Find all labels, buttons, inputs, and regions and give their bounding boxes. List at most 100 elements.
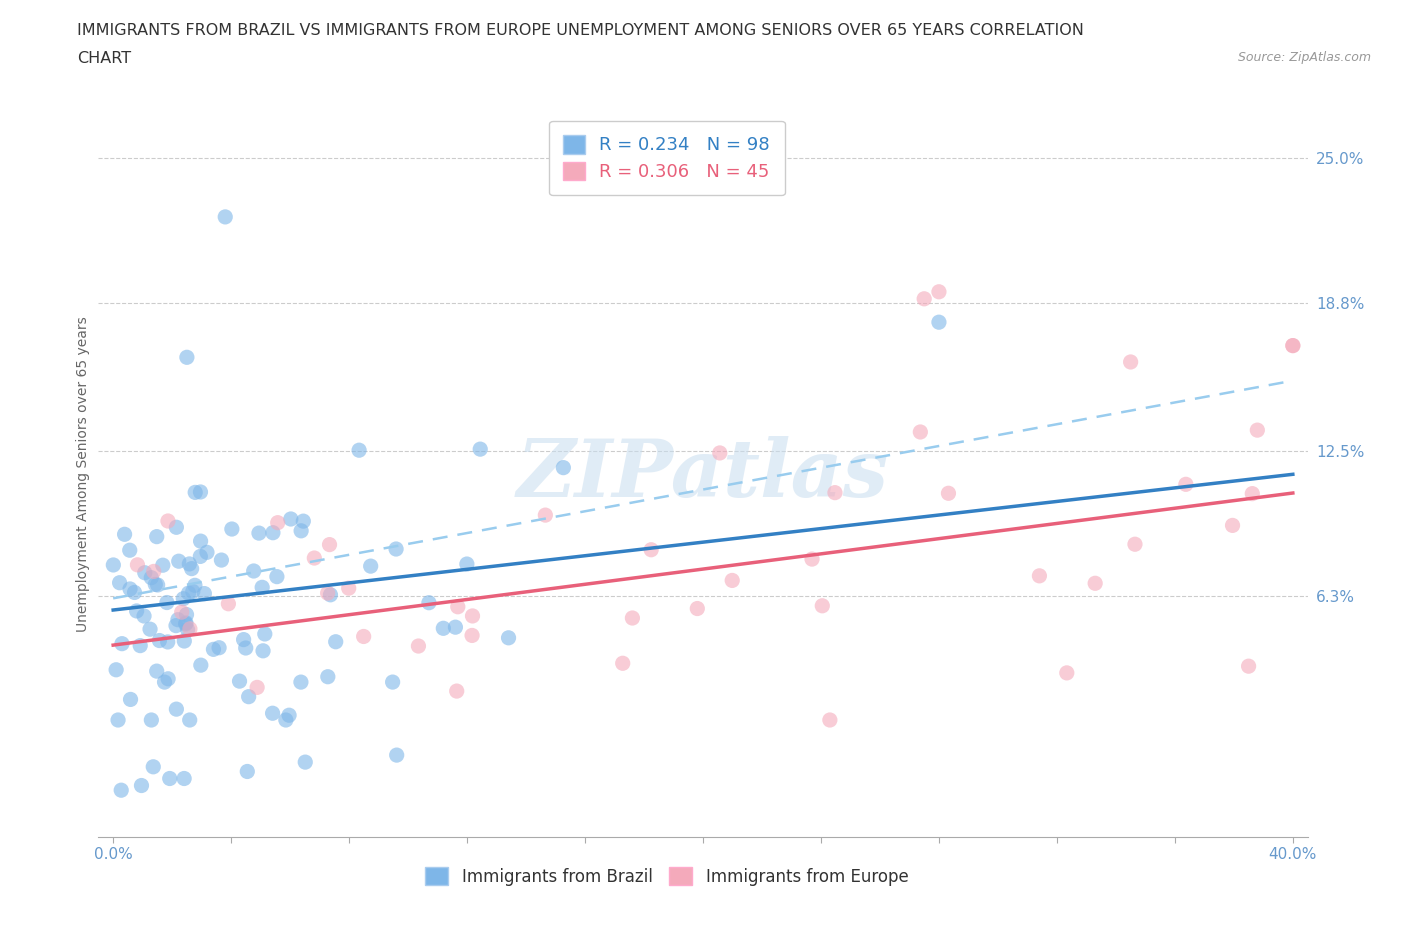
Point xyxy=(170,604,193,619)
Point xyxy=(252,644,274,658)
Point xyxy=(214,209,236,224)
Point xyxy=(294,754,316,769)
Point xyxy=(290,524,312,538)
Point xyxy=(181,584,204,599)
Point xyxy=(278,708,301,723)
Point xyxy=(1123,537,1146,551)
Point xyxy=(103,557,125,572)
Point xyxy=(110,783,132,798)
Point xyxy=(621,611,644,626)
Point xyxy=(360,559,382,574)
Point xyxy=(190,485,212,499)
Point xyxy=(131,778,153,793)
Point xyxy=(176,622,198,637)
Point xyxy=(153,674,176,689)
Point xyxy=(177,586,200,601)
Point xyxy=(209,552,232,567)
Point xyxy=(811,598,834,613)
Point xyxy=(235,641,257,656)
Point xyxy=(253,627,276,642)
Point xyxy=(250,580,273,595)
Point xyxy=(156,634,179,649)
Point xyxy=(928,314,950,329)
Point xyxy=(262,706,284,721)
Point xyxy=(114,527,136,542)
Point xyxy=(132,608,155,623)
Point xyxy=(142,564,165,578)
Point xyxy=(534,508,557,523)
Point xyxy=(148,633,170,648)
Point xyxy=(141,712,163,727)
Point xyxy=(193,586,215,601)
Point xyxy=(292,513,315,528)
Point xyxy=(142,760,165,775)
Point xyxy=(319,588,342,603)
Point xyxy=(456,557,478,572)
Point xyxy=(107,712,129,727)
Point xyxy=(129,638,152,653)
Point xyxy=(1174,477,1197,492)
Point xyxy=(238,689,260,704)
Point xyxy=(709,445,731,460)
Point xyxy=(165,702,187,717)
Point xyxy=(190,658,212,672)
Point xyxy=(184,578,207,592)
Point xyxy=(640,542,662,557)
Point xyxy=(686,601,709,616)
Point xyxy=(461,628,484,643)
Point xyxy=(157,671,180,686)
Point xyxy=(173,771,195,786)
Text: IMMIGRANTS FROM BRAZIL VS IMMIGRANTS FROM EUROPE UNEMPLOYMENT AMONG SENIORS OVER: IMMIGRANTS FROM BRAZIL VS IMMIGRANTS FRO… xyxy=(77,23,1084,38)
Point xyxy=(316,586,339,601)
Point xyxy=(353,629,375,644)
Point xyxy=(156,513,179,528)
Point xyxy=(174,616,197,631)
Text: CHART: CHART xyxy=(77,51,131,66)
Point xyxy=(910,424,932,439)
Point xyxy=(325,634,347,649)
Point xyxy=(217,596,239,611)
Point xyxy=(180,561,202,576)
Point xyxy=(1028,568,1050,583)
Point xyxy=(266,569,288,584)
Point xyxy=(274,712,297,727)
Point xyxy=(498,631,520,645)
Point xyxy=(801,551,824,566)
Point xyxy=(1237,658,1260,673)
Point xyxy=(111,636,134,651)
Point xyxy=(1282,339,1305,353)
Text: Source: ZipAtlas.com: Source: ZipAtlas.com xyxy=(1237,51,1371,64)
Point xyxy=(347,443,370,458)
Point xyxy=(612,656,634,671)
Point xyxy=(447,599,470,614)
Point xyxy=(134,565,156,580)
Point xyxy=(120,692,142,707)
Point xyxy=(262,525,284,540)
Point xyxy=(1222,518,1244,533)
Point xyxy=(337,580,360,595)
Point xyxy=(179,712,201,727)
Point xyxy=(145,529,167,544)
Legend: Immigrants from Brazil, Immigrants from Europe: Immigrants from Brazil, Immigrants from … xyxy=(416,859,917,894)
Point xyxy=(280,512,302,526)
Point xyxy=(184,485,207,499)
Point xyxy=(167,612,190,627)
Point xyxy=(818,712,841,727)
Point xyxy=(118,543,141,558)
Point xyxy=(165,520,187,535)
Point xyxy=(304,551,326,565)
Point xyxy=(242,564,264,578)
Point xyxy=(381,674,404,689)
Point xyxy=(173,633,195,648)
Point xyxy=(188,549,211,564)
Point xyxy=(385,541,408,556)
Point xyxy=(174,617,197,631)
Point xyxy=(461,608,484,623)
Text: ZIPatlas: ZIPatlas xyxy=(517,435,889,513)
Point xyxy=(190,534,212,549)
Point xyxy=(232,632,254,647)
Point xyxy=(195,545,218,560)
Point xyxy=(408,639,430,654)
Point xyxy=(236,764,259,779)
Point xyxy=(938,485,960,500)
